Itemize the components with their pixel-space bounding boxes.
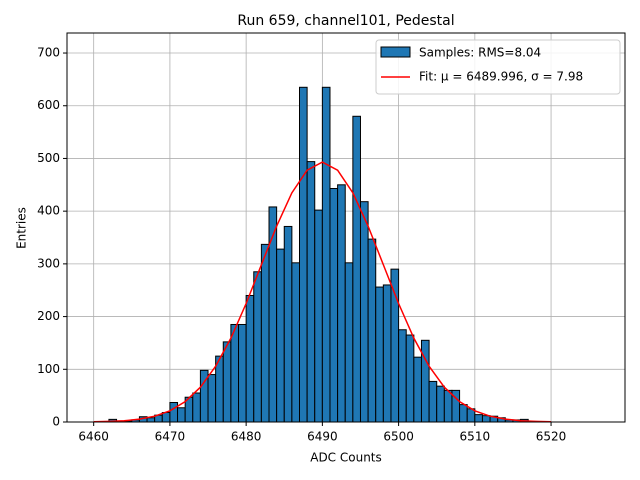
bar [405,334,415,423]
bar [314,209,323,423]
y-tick-label: 700 [37,46,60,60]
y-tick-label: 0 [52,415,60,429]
bar [367,238,377,423]
x-tick-label: 6480 [231,430,262,444]
y-axis-label: Entries [15,207,29,249]
bar [398,329,407,423]
bar [443,389,453,423]
x-tick-label: 6470 [155,430,186,444]
bar [459,404,468,423]
bar [222,341,232,423]
bar [337,184,346,423]
y-tick-label: 100 [37,362,60,376]
bar [245,294,255,423]
chart-title: Run 659, channel101, Pedestal [237,13,454,29]
y-tick-label: 300 [37,256,60,270]
y-tick-label: 200 [37,309,60,323]
bar [207,374,217,423]
y-tick-label: 400 [37,204,60,218]
bar [238,323,247,423]
bar [283,225,293,423]
bar [321,86,331,423]
x-tick-label: 6490 [307,430,338,444]
legend-box [375,39,621,95]
x-tick-label: 6510 [460,430,491,444]
bar [276,248,285,423]
bar [291,262,300,423]
x-tick-label: 6460 [78,430,109,444]
x-tick-label: 6500 [383,430,414,444]
bar [169,401,179,423]
bar [474,414,483,423]
legend: Samples: RMS=8.04 Fit: μ = 6489.996, σ = … [375,39,621,95]
axes-frame [66,32,626,423]
y-tick-label: 500 [37,151,60,165]
bar [344,262,354,423]
bar [260,243,270,423]
bar [306,161,316,423]
bar [192,392,201,423]
bar [161,412,171,423]
bar [382,284,392,423]
x-axis-label: ADC Counts [310,451,382,465]
bar [420,339,430,423]
bar [215,355,224,423]
legend-patch [380,46,411,58]
bar [413,356,422,423]
bar [428,380,438,423]
bar [268,206,278,423]
legend-label: Fit: μ = 6489.996, σ = 7.98 [419,70,583,84]
legend-label: Samples: RMS=8.04 [419,46,541,60]
y-tick-label: 600 [37,98,60,112]
bar [299,86,308,423]
bar [481,415,491,423]
bar [146,417,156,423]
bar [352,115,361,423]
bar [359,201,369,423]
bar [329,187,339,423]
bar [436,385,445,423]
fit-line [93,161,552,423]
bar [253,271,262,423]
bar [375,286,384,423]
bar [230,323,240,423]
x-tick-label: 6520 [536,430,567,444]
bar [177,407,186,423]
